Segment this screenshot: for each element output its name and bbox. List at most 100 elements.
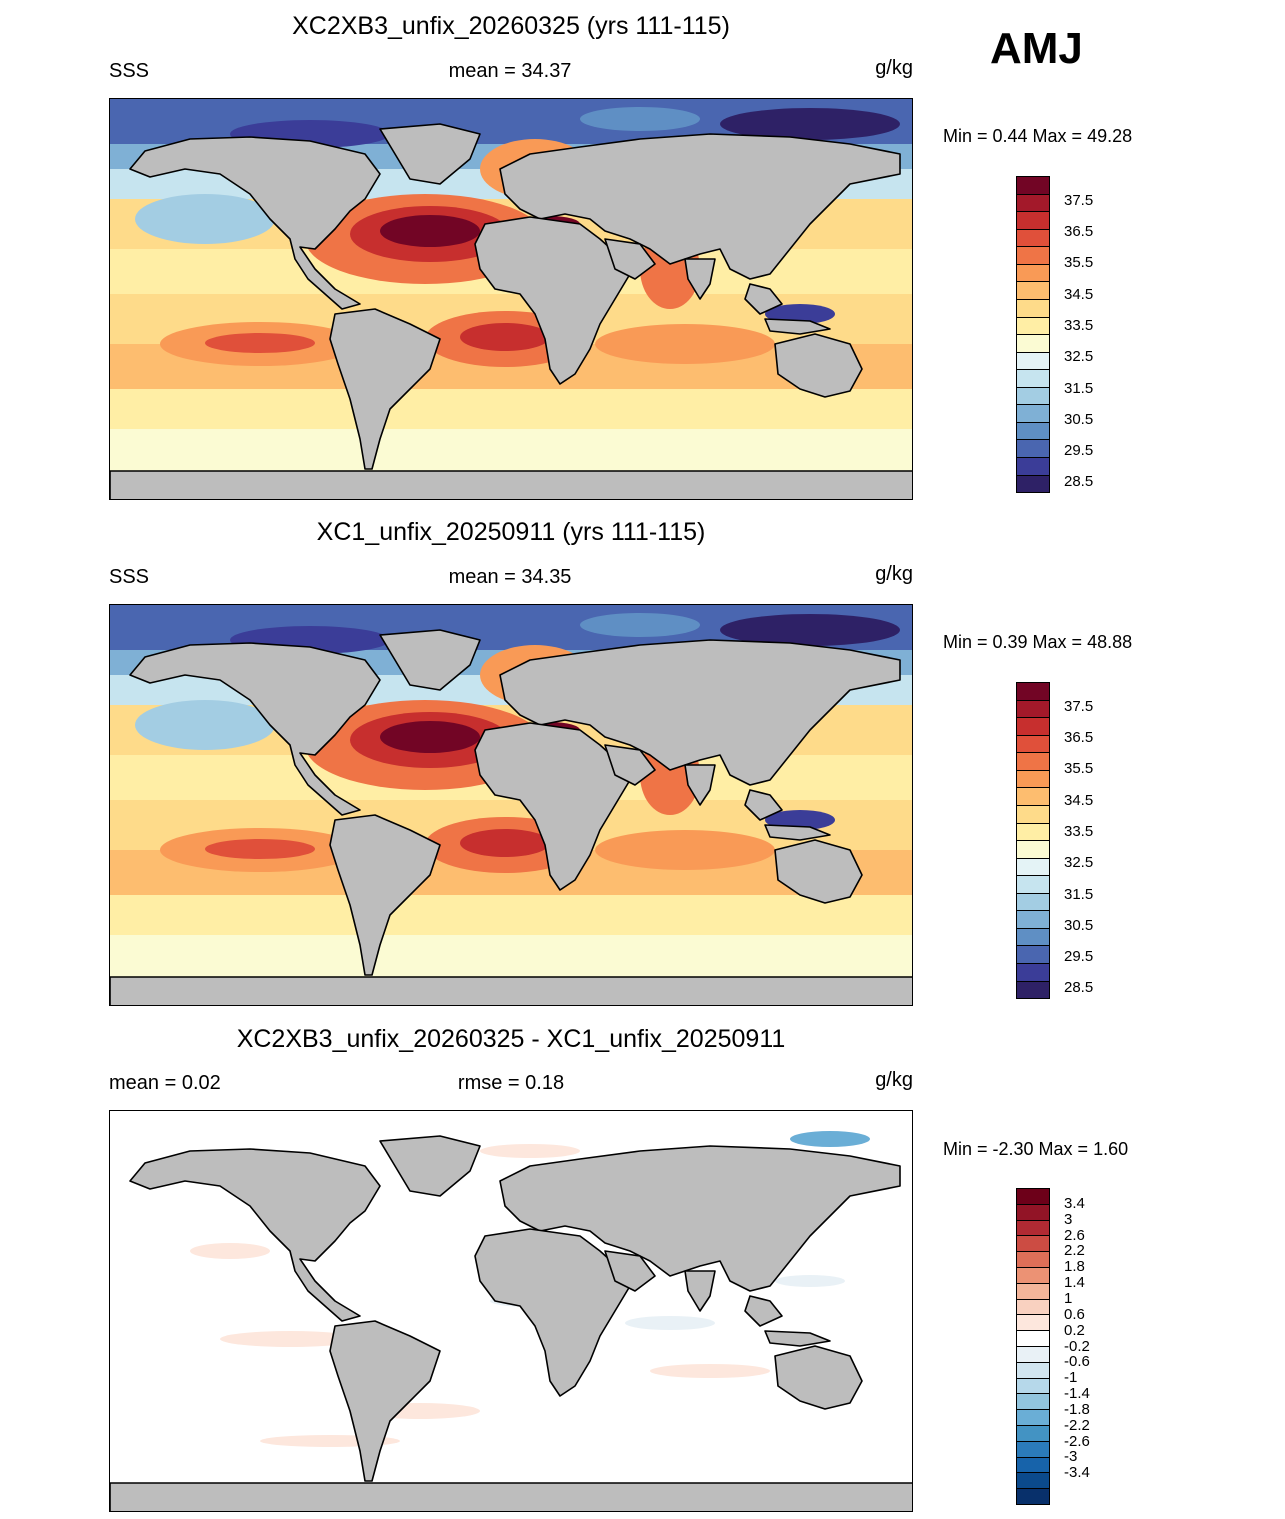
land-mass [379, 629, 481, 691]
colorbar-segment [1017, 964, 1049, 982]
panel-3-rmse-label: rmse = 0.18 [457, 1072, 565, 1094]
land-mass [684, 1270, 716, 1312]
land-mass [110, 976, 912, 1005]
land-mass [129, 1148, 381, 1322]
colorbar-segment [1017, 928, 1049, 947]
colorbar-segment [1017, 458, 1049, 476]
land-mass [774, 839, 863, 904]
land-mass [499, 639, 901, 786]
colorbar-tick-label: 1.4 [1064, 1274, 1085, 1292]
land-mass [604, 1250, 656, 1292]
land-mass [774, 1345, 863, 1410]
land-mass [129, 136, 381, 310]
colorbar-segment [1017, 1220, 1049, 1237]
colorbar-segment [1017, 440, 1049, 458]
colorbar-tick-label: 33.5 [1064, 316, 1094, 334]
land-mass [329, 1320, 441, 1482]
land-mass [604, 238, 656, 280]
colorbar-segment [1017, 282, 1049, 300]
colorbar-segment [1017, 422, 1049, 441]
colorbar-tick-label: -2.2 [1064, 1416, 1090, 1434]
colorbar-segment [1017, 1394, 1049, 1411]
panel-3-mean-label: mean = 0.02 [109, 1072, 221, 1094]
panel-2-title: XC1_unfix_20250911 (yrs 111-115) [316, 518, 706, 546]
panel-1-title: XC2XB3_unfix_20260325 (yrs 111-115) [292, 12, 730, 40]
colorbar-segment [1017, 1252, 1049, 1268]
colorbar-segment [1017, 1489, 1049, 1504]
colorbar-segment [1017, 753, 1049, 771]
colorbar-segment [1017, 770, 1049, 789]
colorbar-tick-label: 1 [1064, 1289, 1073, 1307]
colorbar-tick-label: 30.5 [1064, 410, 1094, 428]
colorbar-segment [1017, 387, 1049, 406]
colorbar-segment [1017, 683, 1049, 701]
land-mass [110, 470, 912, 499]
colorbar-segment [1017, 247, 1049, 265]
panel-3-colorbar [1016, 1188, 1050, 1505]
panel-2-units: g/kg [875, 563, 913, 585]
colorbar-tick-label: 35.5 [1064, 254, 1094, 272]
colorbar-segment [1017, 1378, 1049, 1395]
panel-3-units: g/kg [875, 1069, 913, 1091]
colorbar-segment [1017, 876, 1049, 894]
panel-1-min-max: Min = 0.44 Max = 49.28 [943, 126, 1133, 146]
colorbar-tick-label: 0.2 [1064, 1321, 1085, 1339]
colorbar-segment [1017, 841, 1049, 859]
colorbar-tick-label: -2.6 [1064, 1432, 1090, 1450]
land-mass [684, 764, 716, 806]
panel-2-mean-label: mean = 34.35 [448, 566, 572, 588]
colorbar-tick-label: -1.8 [1064, 1400, 1090, 1418]
colorbar-segment [1017, 1410, 1049, 1426]
colorbar-segment [1017, 264, 1049, 283]
colorbar-tick-label: -3 [1064, 1448, 1078, 1466]
colorbar-tick-label: 29.5 [1064, 948, 1094, 966]
colorbar-tick-label: 29.5 [1064, 442, 1094, 460]
land-mass [604, 744, 656, 786]
colorbar-segment [1017, 946, 1049, 964]
land-mass [744, 283, 783, 315]
land-mass [744, 789, 783, 821]
colorbar-segment [1017, 1473, 1049, 1490]
land-mass [774, 333, 863, 398]
land-mass [764, 1330, 831, 1347]
colorbar-tick-label: 37.5 [1064, 191, 1094, 209]
colorbar-tick-label: 34.5 [1064, 791, 1094, 809]
colorbar-segment [1017, 1346, 1049, 1363]
colorbar-segment [1017, 1267, 1049, 1284]
land-mass [379, 1135, 481, 1197]
colorbar-tick-label: 3.4 [1064, 1194, 1085, 1212]
land-mass [329, 814, 441, 976]
panel-2-map [109, 604, 913, 1006]
land-mass [379, 123, 481, 185]
panel-1-map [109, 98, 913, 500]
colorbar-segment [1017, 981, 1049, 999]
colorbar-tick-label: -3.4 [1064, 1464, 1090, 1482]
colorbar-tick-label: 33.5 [1064, 822, 1094, 840]
colorbar-segment [1017, 735, 1049, 754]
land-mass [474, 722, 631, 891]
land-mass [129, 642, 381, 816]
panel-3-min-max: Min = -2.30 Max = 1.60 [943, 1139, 1129, 1159]
colorbar-segment [1017, 1315, 1049, 1332]
colorbar-segment [1017, 805, 1049, 824]
colorbar-tick-label: -1.4 [1064, 1385, 1090, 1403]
colorbar-segment [1017, 1189, 1049, 1205]
panel-1-colorbar [1016, 176, 1050, 493]
colorbar-segment [1017, 823, 1049, 842]
colorbar-segment [1017, 335, 1049, 353]
colorbar-segment [1017, 317, 1049, 336]
land-mass [764, 824, 831, 841]
colorbar-segment [1017, 788, 1049, 806]
colorbar-segment [1017, 1283, 1049, 1300]
colorbar-tick-label: 36.5 [1064, 728, 1094, 746]
land-mass [474, 1228, 631, 1397]
colorbar-tick-label: 37.5 [1064, 697, 1094, 715]
land-mass [684, 258, 716, 300]
panel-2-min-max: Min = 0.39 Max = 48.88 [943, 632, 1133, 652]
land-mass [499, 133, 901, 280]
colorbar-segment [1017, 1457, 1049, 1474]
land-mass [110, 1482, 912, 1511]
colorbar-segment [1017, 299, 1049, 318]
colorbar-tick-label: 3 [1064, 1210, 1073, 1228]
colorbar-tick-label: 36.5 [1064, 222, 1094, 240]
